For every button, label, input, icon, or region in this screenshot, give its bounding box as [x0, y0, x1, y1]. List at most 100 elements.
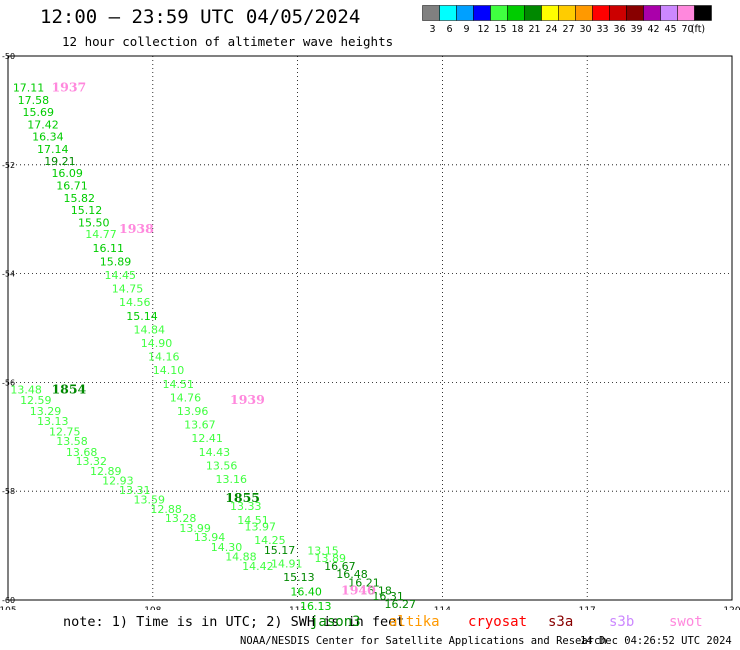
wave-height-value: 17.14 — [37, 143, 69, 156]
wave-height-value: 16.48 — [336, 568, 368, 581]
legend-label: 39 — [630, 24, 642, 35]
map-frame — [7, 55, 733, 601]
page-title: 12:00 – 23:59 UTC 04/05/2024 — [40, 6, 361, 28]
credit-line: NOAA/NESDIS Center for Satellite Applica… — [240, 635, 607, 647]
satellite-label-altika: altika — [389, 614, 440, 630]
legend-swatch — [558, 5, 576, 21]
legend-swatch — [422, 5, 440, 21]
satellite-label-s3b: s3b — [609, 614, 635, 630]
legend-swatch — [473, 5, 491, 21]
wave-height-value: 17.58 — [18, 94, 50, 107]
color-legend: 3 6 9 12 15 18 21 24 27 30 33 36 39 42 45 70(ft) — [422, 5, 712, 35]
wave-height-value: 14.77 — [85, 228, 117, 241]
wave-height-value: 13.96 — [177, 405, 209, 418]
wave-height-value: 14.43 — [199, 446, 231, 459]
wave-height-value: 15.69 — [22, 106, 54, 119]
lat-tick-label: -58 — [2, 487, 15, 496]
legend-label: 9 — [463, 24, 469, 35]
wave-height-value: 16.18 — [360, 585, 392, 598]
wave-height-value: 16.21 — [348, 576, 380, 589]
wave-height-value: 15.13 — [283, 571, 315, 584]
wave-height-value: 16.71 — [56, 179, 87, 192]
wave-height-value: 13.28 — [165, 512, 197, 525]
legend-label: 36 — [613, 24, 625, 35]
wave-height-value: 16.31 — [372, 590, 404, 603]
wave-height-value: 12.89 — [90, 465, 122, 478]
legend-swatch — [524, 5, 542, 21]
wave-height-value: 16.13 — [300, 600, 332, 610]
legend-swatch — [490, 5, 508, 21]
wave-height-value: 14.42 — [242, 560, 273, 573]
legend-swatch — [626, 5, 644, 21]
wave-height-value: 14.75 — [112, 283, 144, 296]
wave-height-value: 14.51 — [237, 514, 269, 527]
wave-height-value: 14.88 — [225, 550, 257, 563]
wave-height-value: 16.34 — [32, 130, 64, 143]
pass-time-label: 1939 — [230, 392, 265, 407]
wave-height-value: 14.76 — [170, 391, 202, 404]
wave-height-value: 13.97 — [245, 520, 276, 533]
legend-label: 30 — [579, 24, 591, 35]
wave-height-value: 13.29 — [30, 405, 62, 418]
wave-height-value: 14.16 — [148, 351, 180, 364]
wave-height-value: 14.91 — [271, 557, 303, 570]
wave-height-value: 14.45 — [105, 269, 136, 282]
legend-label: 6 — [446, 24, 452, 35]
legend-swatch — [609, 5, 627, 21]
wave-height-value: 16.11 — [92, 242, 124, 255]
wave-height-value: 14.90 — [141, 337, 173, 350]
pass-time-label: 1854 — [51, 381, 86, 396]
legend-swatch — [456, 5, 474, 21]
wave-height-value: 13.94 — [194, 531, 226, 544]
wave-height-value: 15.89 — [100, 255, 132, 268]
legend-label: (ft) — [691, 24, 705, 35]
legend-label: 42 — [647, 24, 659, 35]
legend-swatch — [677, 5, 695, 21]
pass-time-label: 1855 — [225, 490, 260, 505]
satellite-label-jason3: jason3 — [310, 614, 361, 630]
wave-height-value: 13.13 — [37, 415, 69, 428]
wave-height-value: 13.15 — [307, 544, 339, 557]
lon-tick-label: 120 — [723, 606, 740, 610]
satellite-label-swot: swot — [669, 614, 703, 630]
legend-label: 15 — [494, 24, 506, 35]
wave-height-value: 16.27 — [384, 598, 416, 610]
legend-swatch — [507, 5, 525, 21]
page-subtitle: 12 hour collection of altimeter wave hei… — [62, 34, 394, 49]
legend-swatch — [439, 5, 457, 21]
legend-label: 18 — [511, 24, 523, 35]
wave-height-value: 13.59 — [133, 494, 165, 507]
wave-height-value: 17.42 — [27, 118, 59, 131]
legend-label: 3 — [429, 24, 435, 35]
wave-height-value: 16.67 — [324, 560, 356, 573]
pass-time-label: 1938 — [119, 221, 154, 236]
wave-height-value: 12.75 — [49, 426, 81, 439]
wave-height-value: 15.12 — [71, 204, 103, 217]
legend-label: 33 — [596, 24, 608, 35]
wave-height-value: 13.16 — [216, 473, 248, 486]
wave-height-map: 105 108 111 114 117 120 -50 -52 -54 -56 -58 -60 17.1… — [0, 52, 740, 610]
wave-height-value: 15.50 — [78, 216, 110, 229]
wave-height-value: 15.82 — [64, 192, 96, 205]
lon-tick-label: 114 — [434, 606, 451, 610]
generated-timestamp: 14 Dec 04:26:52 UTC 2024 — [580, 635, 732, 647]
wave-height-value: 14.30 — [211, 541, 243, 554]
wave-height-value: 12.88 — [150, 503, 182, 516]
pass-time-label: 1937 — [51, 79, 86, 94]
lon-tick-label: 105 — [0, 606, 17, 610]
wave-height-value: 13.99 — [179, 522, 211, 535]
wave-height-value: 13.33 — [230, 500, 262, 513]
legend-label: 24 — [545, 24, 557, 35]
lon-tick-label: 111 — [289, 606, 306, 610]
legend-swatch — [660, 5, 678, 21]
legend-swatch — [541, 5, 559, 21]
satellite-label-s3a: s3a — [548, 614, 574, 630]
pass-time-label: 1940 — [341, 583, 376, 598]
legend-label: 45 — [664, 24, 676, 35]
lat-tick-label: -56 — [2, 378, 15, 387]
wave-height-value: 15.17 — [264, 544, 296, 557]
wave-height-value: 14.56 — [119, 296, 151, 309]
satellite-label-cryosat: cryosat — [468, 614, 528, 630]
legend-swatch — [575, 5, 593, 21]
wave-height-value: 12.59 — [20, 394, 52, 407]
